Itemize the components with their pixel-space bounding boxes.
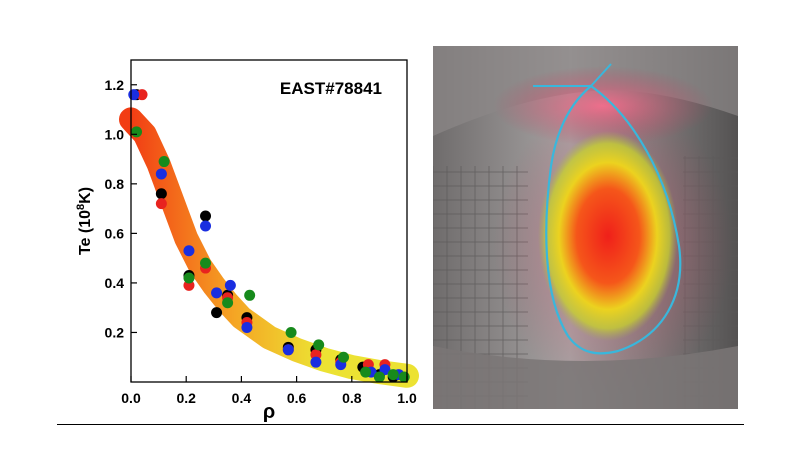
data-point-s2-2 xyxy=(183,245,195,257)
data-point-s3-5 xyxy=(244,289,256,301)
fit-band xyxy=(119,107,419,388)
data-point-s2-7 xyxy=(282,344,294,356)
data-point-s2-8 xyxy=(310,356,322,368)
x-axis-ticks: 0.0 0.2 0.4 0.6 0.8 1.0 xyxy=(121,376,417,406)
data-point-s3-9 xyxy=(360,366,372,378)
data-point-s2-1 xyxy=(155,168,167,180)
chart-title: EAST#78841 xyxy=(280,79,382,98)
data-point-s0-3 xyxy=(200,210,212,222)
data-point-s1-1 xyxy=(155,198,167,210)
y-axis-title: Te (108K) xyxy=(75,187,94,255)
data-point-s3-6 xyxy=(285,326,297,338)
data-point-s0-1 xyxy=(155,188,167,200)
data-point-s1-0 xyxy=(136,89,148,101)
y-tick-label-4: 1.0 xyxy=(105,126,125,142)
y-tick-label-5: 1.2 xyxy=(105,77,125,93)
tokamak-illustration xyxy=(433,46,738,409)
data-point-s3-4 xyxy=(222,297,234,309)
x-tick-label-1: 0.2 xyxy=(176,390,196,406)
data-point-s3-3 xyxy=(200,257,212,269)
data-point-s3-10 xyxy=(373,371,385,383)
x-tick-label-4: 0.8 xyxy=(342,390,362,406)
data-point-s3-11 xyxy=(387,369,399,381)
y-tick-label-1: 0.4 xyxy=(105,275,125,291)
y-tick-label-0: 0.2 xyxy=(105,324,125,340)
plasma-boundary xyxy=(545,84,682,355)
data-point-s3-1 xyxy=(158,156,170,168)
data-point-s3-2 xyxy=(183,272,195,284)
data-point-s3-12 xyxy=(398,371,410,383)
bottom-rule xyxy=(57,424,744,425)
x-axis-title: ρ xyxy=(263,401,275,423)
data-point-s3-8 xyxy=(338,351,350,363)
te-profile-chart: 0.0 0.2 0.4 0.6 0.8 1.0 0.2 0.4 0.6 0.8 1.0 1.2 EA… xyxy=(75,59,419,423)
data-point-s2-4 xyxy=(211,287,223,299)
y-axis-ticks: 0.2 0.4 0.6 0.8 1.0 1.2 xyxy=(105,77,137,340)
x-tick-label-5: 1.0 xyxy=(397,390,417,406)
temperature-contour xyxy=(538,131,678,341)
chart-panel: 0.0 0.2 0.4 0.6 0.8 1.0 0.2 0.4 0.6 0.8 1.0 1.2 EA… xyxy=(0,0,430,430)
divertor-leg-right xyxy=(590,63,612,87)
x-tick-label-2: 0.4 xyxy=(232,390,252,406)
data-point-s3-0 xyxy=(131,126,143,138)
data-point-s2-0 xyxy=(128,89,140,101)
plot-frame xyxy=(130,59,408,383)
data-point-s2-6 xyxy=(241,322,253,334)
lower-structure xyxy=(433,346,738,409)
tokamak-photo xyxy=(433,46,738,409)
x-tick-label-0: 0.0 xyxy=(121,390,141,406)
data-point-s2-5 xyxy=(224,279,236,291)
data-point-s2-3 xyxy=(200,220,212,232)
y-tick-label-2: 0.6 xyxy=(105,225,125,241)
x-tick-label-3: 0.6 xyxy=(287,390,307,406)
y-axis-title-tail: K) xyxy=(77,187,94,204)
y-axis-title-exponent: 8 xyxy=(75,204,87,210)
y-tick-label-3: 0.8 xyxy=(105,176,125,192)
data-point-s0-4 xyxy=(211,307,223,319)
y-axis-title-main: Te (10 xyxy=(77,210,94,255)
data-points xyxy=(128,89,410,383)
data-point-s3-7 xyxy=(313,339,325,351)
